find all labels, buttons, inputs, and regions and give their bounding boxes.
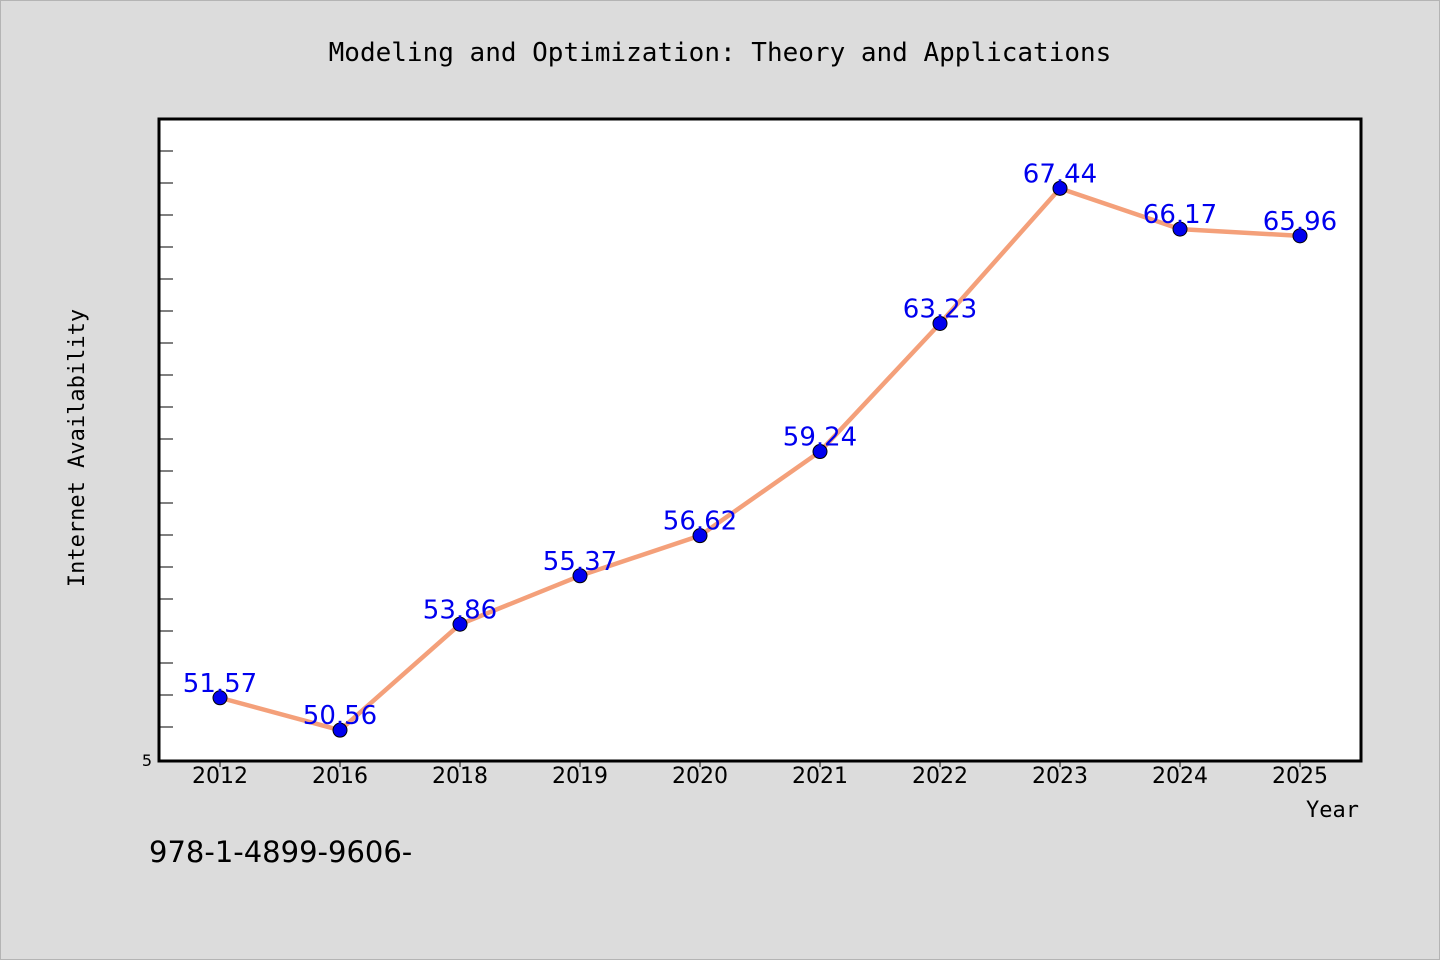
x-tick-label: 2018 (432, 764, 488, 789)
x-tick-label: 2021 (792, 764, 848, 789)
x-tick-label: 2025 (1272, 764, 1328, 789)
x-axis-label: Year (1306, 798, 1359, 823)
data-point (812, 444, 828, 460)
data-point (1052, 180, 1068, 196)
chart-title: Modeling and Optimization: Theory and Ap… (329, 38, 1112, 68)
y-axis-ticks (159, 150, 173, 728)
x-axis-ticks: 2012 2016 2018 2019 2020 2021 2022 2023 2024 2025 (192, 761, 1328, 789)
isbn-text: 978-1-4899-9606- (149, 835, 412, 869)
data-label: 59.24 (783, 423, 857, 453)
data-label: 67.44 (1023, 159, 1097, 189)
x-tick-label: 2012 (192, 764, 248, 789)
data-point (932, 315, 948, 331)
data-point (452, 616, 468, 632)
x-tick-label: 2023 (1032, 764, 1088, 789)
data-point (1292, 228, 1308, 244)
y-axis-label: Internet Availability (65, 309, 90, 587)
data-label: 51.57 (183, 669, 257, 699)
y-tick-label: 5 (142, 751, 152, 770)
series-line-group (217, 186, 1303, 733)
series-line (217, 186, 1303, 733)
x-tick-label: 2016 (312, 764, 368, 789)
data-label: 50.56 (303, 701, 377, 731)
data-point (572, 568, 588, 584)
data-point (212, 690, 228, 706)
data-label: 66.17 (1143, 200, 1217, 230)
data-label: 63.23 (903, 294, 977, 324)
data-labels: 51.57 50.56 53.86 55.37 56.62 59.24 63.23 67.44… (183, 159, 1337, 731)
data-label: 56.62 (663, 507, 737, 537)
x-tick-label: 2019 (552, 764, 608, 789)
data-label: 65.96 (1263, 207, 1337, 237)
data-label: 55.37 (543, 547, 617, 577)
data-point (332, 722, 348, 738)
plot-area (157, 117, 1363, 763)
data-label: 53.86 (423, 595, 497, 625)
x-tick-label: 2020 (672, 764, 728, 789)
series-markers (212, 180, 1308, 738)
data-point (692, 528, 708, 544)
x-tick-label: 2022 (912, 764, 968, 789)
data-point (1172, 221, 1188, 237)
x-tick-label: 2024 (1152, 764, 1208, 789)
